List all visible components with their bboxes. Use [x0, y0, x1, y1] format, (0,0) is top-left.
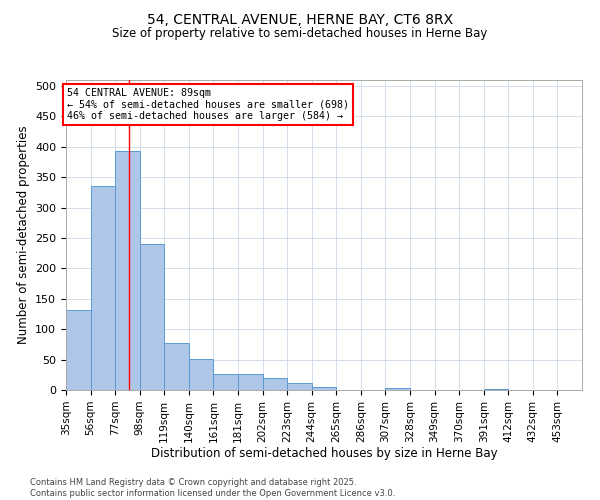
Text: 54 CENTRAL AVENUE: 89sqm
← 54% of semi-detached houses are smaller (698)
46% of : 54 CENTRAL AVENUE: 89sqm ← 54% of semi-d… [67, 88, 349, 121]
Bar [287, 382, 312, 390]
X-axis label: Distribution of semi-detached houses by size in Herne Bay: Distribution of semi-detached houses by … [151, 448, 497, 460]
Text: Size of property relative to semi-detached houses in Herne Bay: Size of property relative to semi-detach… [112, 28, 488, 40]
Y-axis label: Number of semi-detached properties: Number of semi-detached properties [17, 126, 29, 344]
Bar [189, 359, 214, 390]
Bar [91, 186, 115, 390]
Bar [484, 389, 508, 390]
Bar [312, 387, 336, 390]
Bar [164, 343, 189, 390]
Bar [214, 374, 238, 390]
Bar [238, 374, 263, 390]
Bar [385, 388, 410, 390]
Bar [140, 244, 164, 390]
Bar [66, 310, 91, 390]
Text: Contains HM Land Registry data © Crown copyright and database right 2025.
Contai: Contains HM Land Registry data © Crown c… [30, 478, 395, 498]
Bar [115, 151, 140, 390]
Bar [263, 378, 287, 390]
Text: 54, CENTRAL AVENUE, HERNE BAY, CT6 8RX: 54, CENTRAL AVENUE, HERNE BAY, CT6 8RX [147, 12, 453, 26]
